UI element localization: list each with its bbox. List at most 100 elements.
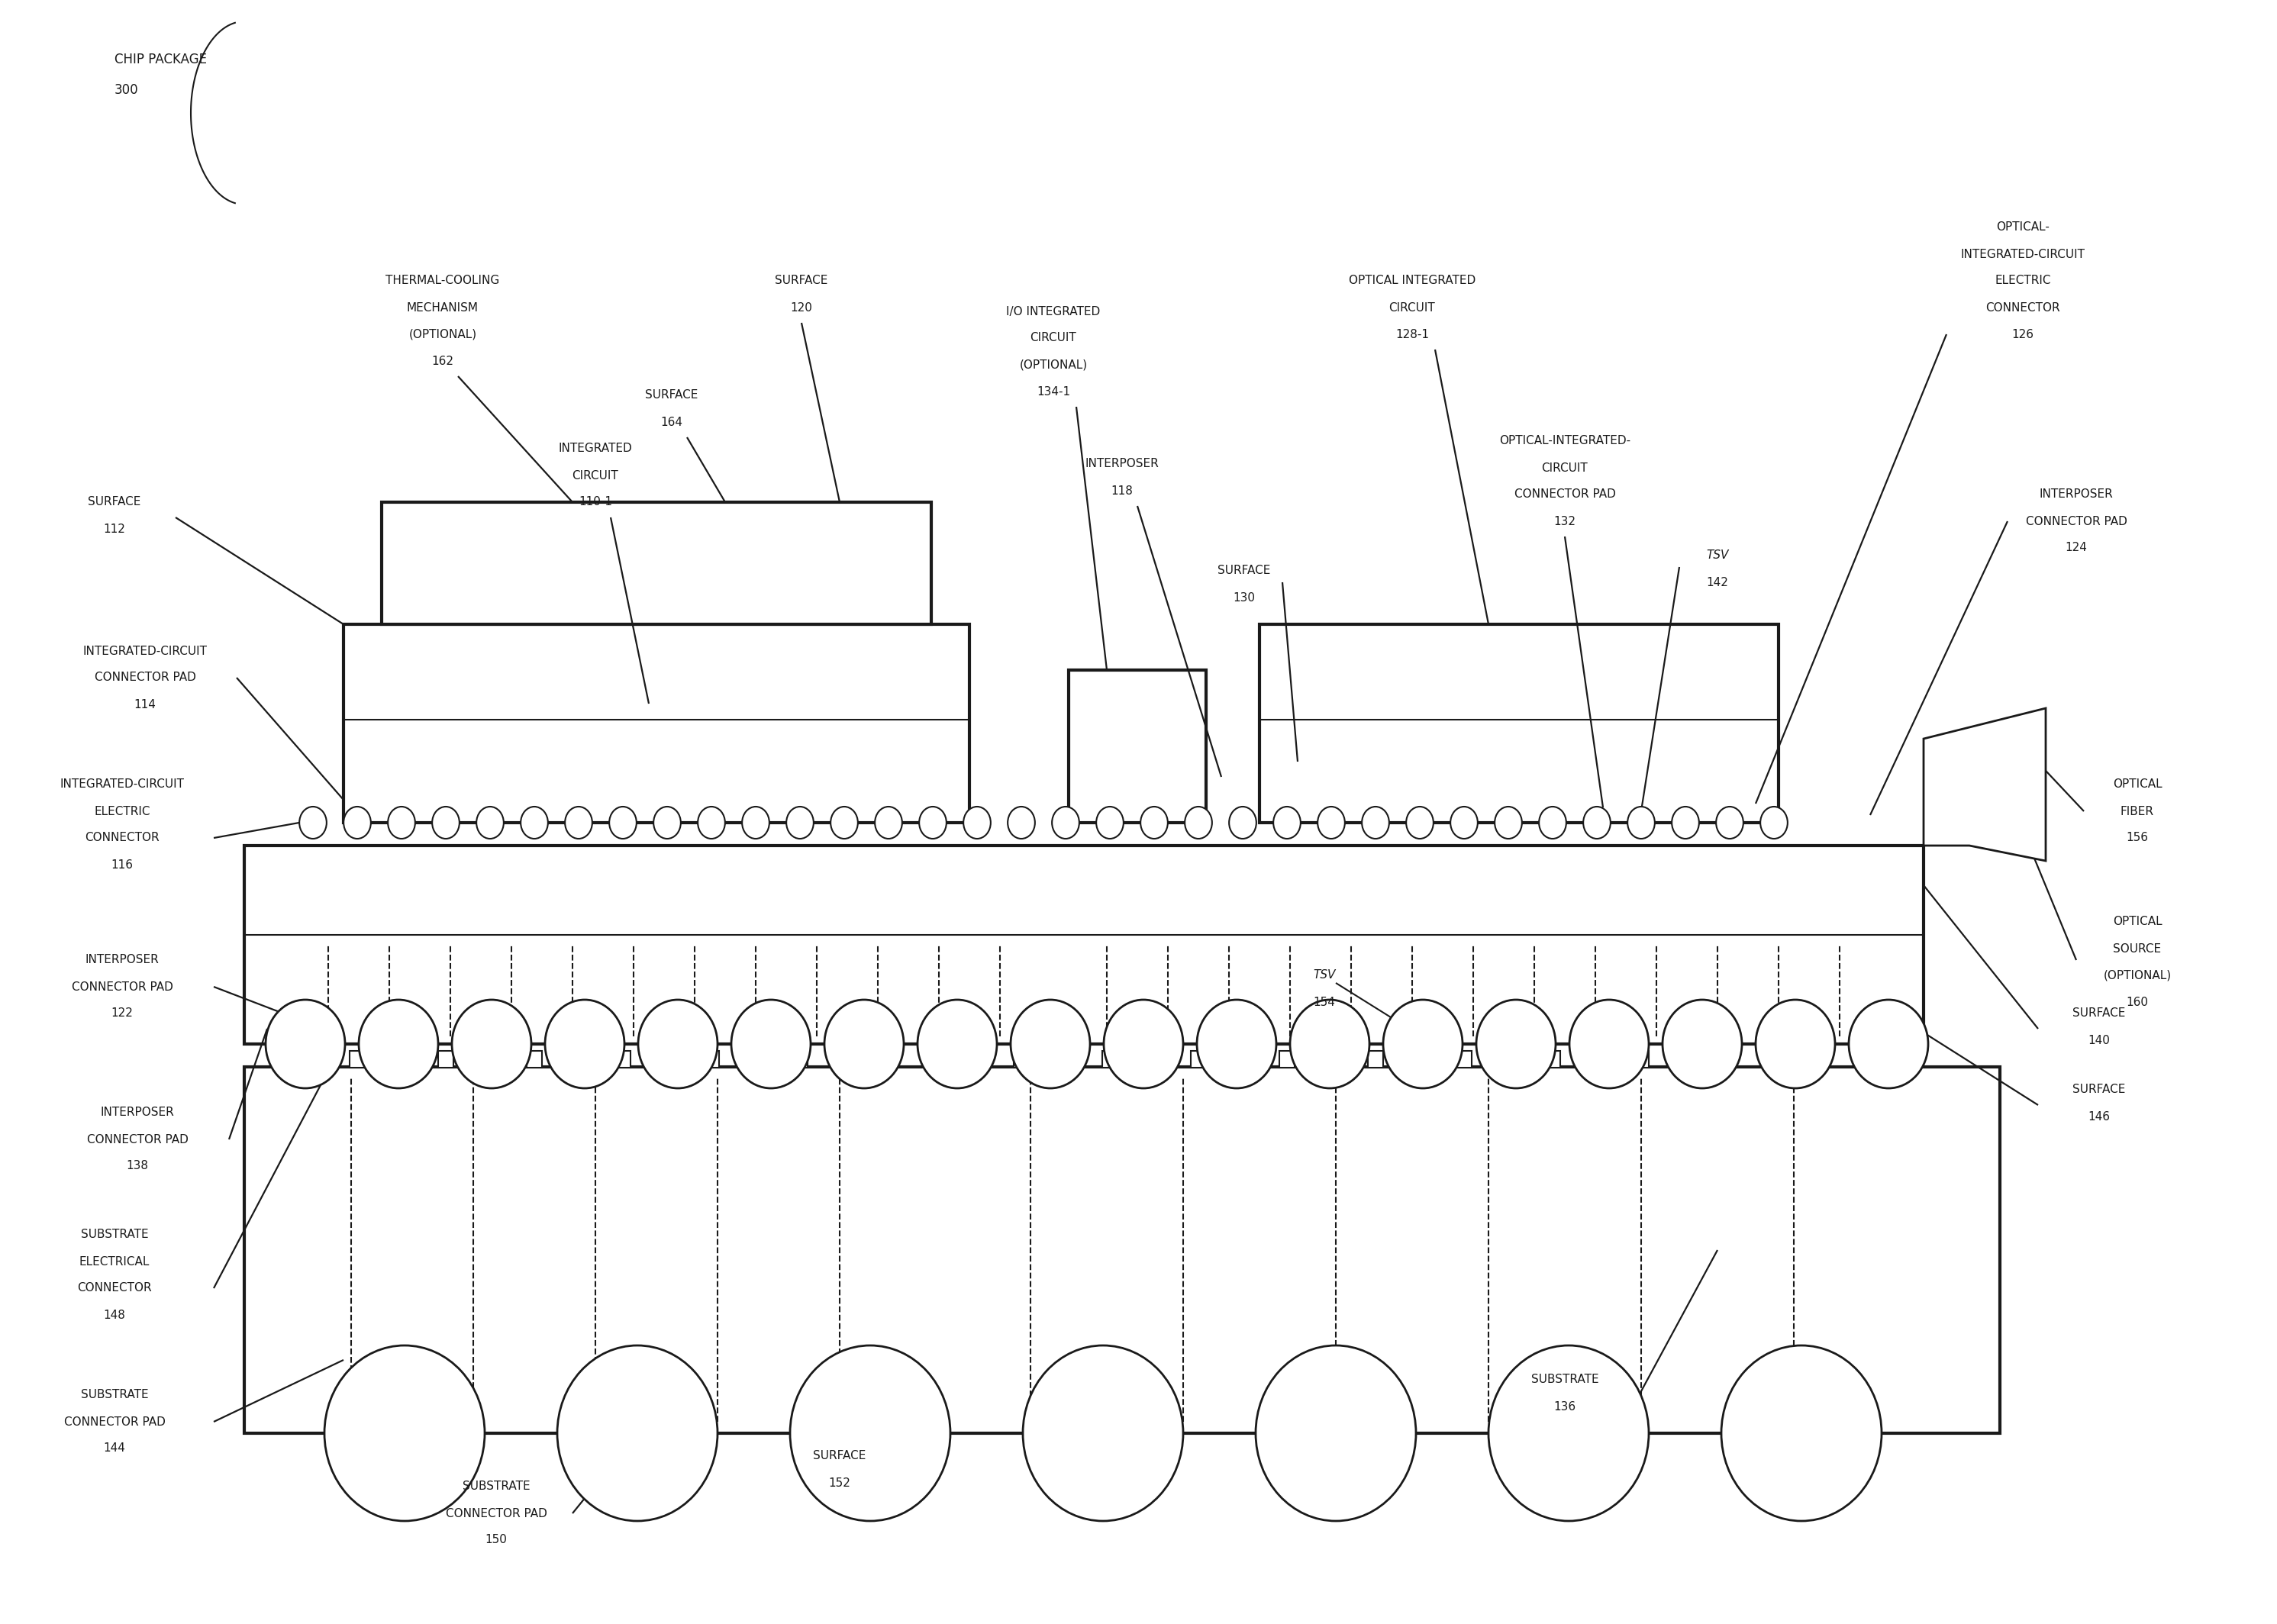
Text: CONNECTOR PAD: CONNECTOR PAD <box>93 672 196 684</box>
Text: 132: 132 <box>1553 515 1576 526</box>
Bar <box>244 846 1924 1044</box>
Text: 148: 148 <box>102 1309 125 1320</box>
Bar <box>351 1051 364 1067</box>
Bar <box>615 1051 631 1067</box>
Bar <box>1059 1051 1072 1067</box>
Bar <box>1013 1051 1029 1067</box>
Bar <box>1633 1051 1649 1067</box>
Bar <box>749 1051 763 1067</box>
Bar <box>1501 1051 1516 1067</box>
Bar <box>483 1051 499 1067</box>
Ellipse shape <box>1009 807 1036 838</box>
Text: (OPTIONAL): (OPTIONAL) <box>1020 359 1088 370</box>
Ellipse shape <box>918 1000 997 1088</box>
Text: SOURCE: SOURCE <box>2113 944 2161 955</box>
Text: CONNECTOR PAD: CONNECTOR PAD <box>87 1134 189 1145</box>
Text: 154: 154 <box>1314 996 1334 1009</box>
Bar <box>1546 1051 1560 1067</box>
Ellipse shape <box>1011 1000 1091 1088</box>
Text: SURFACE: SURFACE <box>2072 1009 2127 1020</box>
Text: SUBSTRATE: SUBSTRATE <box>80 1229 148 1241</box>
Bar <box>344 624 970 823</box>
Ellipse shape <box>1141 807 1168 838</box>
Ellipse shape <box>1382 1000 1462 1088</box>
Ellipse shape <box>831 807 858 838</box>
Text: TSV: TSV <box>1314 970 1334 981</box>
Text: ELECTRICAL: ELECTRICAL <box>80 1255 150 1267</box>
Text: 142: 142 <box>1705 577 1728 588</box>
Text: 156: 156 <box>2127 831 2149 844</box>
Bar <box>394 1051 410 1067</box>
Ellipse shape <box>1198 1000 1277 1088</box>
Text: CONNECTOR PAD: CONNECTOR PAD <box>2027 515 2127 526</box>
Text: CONNECTOR PAD: CONNECTOR PAD <box>71 981 173 992</box>
Ellipse shape <box>558 1345 717 1522</box>
Text: 136: 136 <box>1553 1402 1576 1413</box>
Ellipse shape <box>1052 807 1079 838</box>
Ellipse shape <box>387 807 414 838</box>
Ellipse shape <box>731 1000 811 1088</box>
Ellipse shape <box>476 807 503 838</box>
Text: 160: 160 <box>2127 996 2149 1009</box>
Text: INTEGRATED-CIRCUIT: INTEGRATED-CIRCUIT <box>82 645 207 656</box>
Ellipse shape <box>1849 1000 1929 1088</box>
Ellipse shape <box>1628 807 1655 838</box>
Text: MECHANISM: MECHANISM <box>408 302 478 313</box>
Text: ELECTRIC: ELECTRIC <box>93 806 150 817</box>
Text: INTERPOSER: INTERPOSER <box>2040 489 2113 500</box>
Bar <box>1259 624 1778 823</box>
Text: 152: 152 <box>829 1478 852 1489</box>
Ellipse shape <box>790 1345 950 1522</box>
Ellipse shape <box>1184 807 1211 838</box>
Ellipse shape <box>1489 1345 1649 1522</box>
Bar <box>1068 671 1207 823</box>
Bar <box>572 1051 585 1067</box>
Text: 138: 138 <box>125 1161 148 1173</box>
Bar <box>660 1051 674 1067</box>
Ellipse shape <box>1583 807 1610 838</box>
Text: CONNECTOR PAD: CONNECTOR PAD <box>64 1416 166 1427</box>
Text: 150: 150 <box>485 1535 508 1546</box>
Text: 146: 146 <box>2088 1111 2111 1122</box>
Bar <box>1102 1051 1118 1067</box>
Text: SUBSTRATE: SUBSTRATE <box>80 1389 148 1402</box>
Ellipse shape <box>565 807 592 838</box>
Text: CONNECTOR PAD: CONNECTOR PAD <box>446 1507 546 1518</box>
Bar <box>1368 1051 1382 1067</box>
Text: 130: 130 <box>1234 591 1255 603</box>
Text: CONNECTOR: CONNECTOR <box>84 831 159 844</box>
Ellipse shape <box>920 807 947 838</box>
Text: OPTICAL-INTEGRATED-: OPTICAL-INTEGRATED- <box>1498 435 1630 447</box>
Bar <box>881 1051 897 1067</box>
Text: OPTICAL-: OPTICAL- <box>1997 222 2049 234</box>
Ellipse shape <box>1291 1000 1368 1088</box>
Bar <box>526 1051 542 1067</box>
Ellipse shape <box>1756 1000 1835 1088</box>
Text: TSV: TSV <box>1705 551 1728 562</box>
Text: INTEGRATED-CIRCUIT: INTEGRATED-CIRCUIT <box>1960 248 2086 260</box>
Bar <box>1589 1051 1605 1067</box>
Polygon shape <box>1924 708 2045 861</box>
Ellipse shape <box>1318 807 1346 838</box>
Text: OPTICAL: OPTICAL <box>2113 780 2161 791</box>
Ellipse shape <box>1022 1345 1184 1522</box>
Text: CONNECTOR: CONNECTOR <box>77 1283 153 1294</box>
Text: (OPTIONAL): (OPTIONAL) <box>408 328 476 339</box>
Ellipse shape <box>1230 807 1257 838</box>
Ellipse shape <box>610 807 638 838</box>
Text: CIRCUIT: CIRCUIT <box>1542 463 1587 474</box>
Bar <box>1457 1051 1471 1067</box>
Ellipse shape <box>874 807 902 838</box>
Text: CIRCUIT: CIRCUIT <box>1389 302 1435 313</box>
Ellipse shape <box>638 1000 717 1088</box>
Bar <box>1767 1051 1781 1067</box>
Bar <box>1234 1051 1250 1067</box>
Text: 116: 116 <box>112 859 132 870</box>
Ellipse shape <box>742 807 770 838</box>
Text: 140: 140 <box>2088 1034 2111 1046</box>
Text: 124: 124 <box>2065 542 2088 554</box>
Ellipse shape <box>266 1000 346 1088</box>
Bar <box>244 1067 1999 1434</box>
Ellipse shape <box>298 807 326 838</box>
Text: 122: 122 <box>112 1009 132 1020</box>
